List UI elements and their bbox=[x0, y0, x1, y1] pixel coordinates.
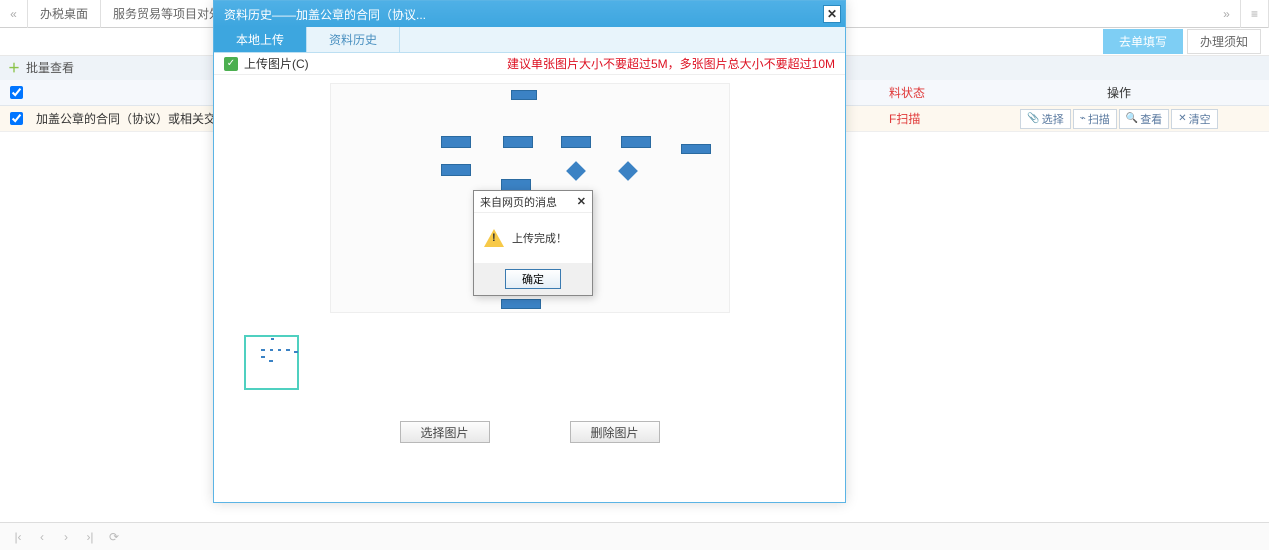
tabs-scroll-left[interactable]: « bbox=[0, 0, 28, 28]
modal-footer: 选择图片 删除图片 bbox=[214, 405, 845, 459]
check-icon: ✓ bbox=[224, 57, 238, 71]
alert-titlebar[interactable]: 来自网页的消息 ✕ bbox=[474, 191, 592, 213]
modal-tabs: 本地上传 资料历史 bbox=[214, 27, 845, 53]
expand-icon[interactable]: ＋ bbox=[8, 62, 20, 74]
upload-row: ✓ 上传图片(C) 建议单张图片大小不要超过5M，多张图片总大小不要超过10M bbox=[214, 53, 845, 75]
tabs-menu[interactable]: ≡ bbox=[1241, 0, 1269, 28]
alert-ok-button[interactable]: 确定 bbox=[505, 269, 561, 289]
view-button[interactable]: 🔍查看 bbox=[1119, 109, 1169, 129]
row-checkbox[interactable] bbox=[10, 112, 23, 125]
thumbnail[interactable] bbox=[244, 335, 299, 390]
scan-button[interactable]: ⌁扫描 bbox=[1073, 109, 1117, 129]
alert-title: 来自网页的消息 bbox=[480, 194, 557, 210]
go-fill-button[interactable]: 去单填写 bbox=[1103, 29, 1183, 54]
column-status: 料状态 bbox=[889, 84, 969, 101]
upload-hint: 建议单张图片大小不要超过5M，多张图片总大小不要超过10M bbox=[507, 55, 835, 72]
select-image-button[interactable]: 选择图片 bbox=[400, 421, 490, 443]
modal-titlebar[interactable]: 资料历史——加盖公章的合同（协议... ✕ bbox=[214, 1, 845, 27]
column-ops: 操作 bbox=[969, 84, 1269, 101]
clear-icon: ✕ bbox=[1178, 113, 1186, 124]
tab-material-history[interactable]: 资料历史 bbox=[307, 27, 400, 52]
clear-button[interactable]: ✕清空 bbox=[1171, 109, 1217, 129]
warning-icon bbox=[484, 229, 504, 247]
scan-icon: ⌁ bbox=[1080, 113, 1086, 124]
page-refresh-icon[interactable]: ⟳ bbox=[104, 527, 124, 547]
process-notice-button[interactable]: 办理须知 bbox=[1187, 29, 1261, 54]
alert-message: 上传完成！ bbox=[512, 230, 567, 246]
page-prev-icon[interactable]: ‹ bbox=[32, 527, 52, 547]
pager: |‹ ‹ › ›| ⟳ bbox=[0, 522, 1269, 550]
select-button[interactable]: 📎选择 bbox=[1020, 109, 1070, 129]
page-last-icon[interactable]: ›| bbox=[80, 527, 100, 547]
tabs-scroll-right[interactable]: » bbox=[1213, 0, 1241, 28]
thumbnail-row bbox=[214, 325, 845, 405]
batch-title: 批量查看 bbox=[26, 56, 74, 80]
select-all-checkbox[interactable] bbox=[10, 86, 23, 99]
close-icon[interactable]: ✕ bbox=[823, 5, 841, 23]
alert-close-icon[interactable]: ✕ bbox=[577, 195, 586, 208]
delete-image-button[interactable]: 删除图片 bbox=[570, 421, 660, 443]
upload-label[interactable]: 上传图片(C) bbox=[244, 55, 309, 72]
modal-title: 资料历史——加盖公章的合同（协议... bbox=[224, 6, 426, 23]
row-status: F扫描 bbox=[889, 110, 969, 127]
alert-dialog: 来自网页的消息 ✕ 上传完成！ 确定 bbox=[473, 190, 593, 296]
view-icon: 🔍 bbox=[1126, 113, 1138, 124]
page-next-icon[interactable]: › bbox=[56, 527, 76, 547]
page-first-icon[interactable]: |‹ bbox=[8, 527, 28, 547]
attach-icon: 📎 bbox=[1027, 113, 1039, 124]
bg-tab-desktop[interactable]: 办税桌面 bbox=[28, 0, 101, 28]
tab-local-upload[interactable]: 本地上传 bbox=[214, 27, 307, 52]
